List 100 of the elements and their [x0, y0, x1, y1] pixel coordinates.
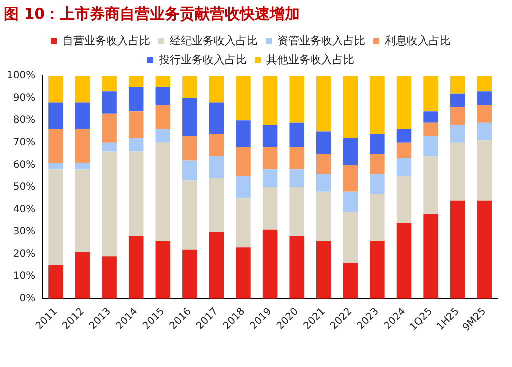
bar — [156, 130, 171, 143]
bar — [75, 170, 90, 252]
bar — [396, 176, 412, 224]
bar — [209, 178, 224, 232]
bar — [102, 92, 117, 114]
bar — [396, 158, 412, 176]
bar — [477, 122, 492, 141]
bar — [290, 236, 304, 299]
bar — [477, 140, 492, 201]
bar — [424, 136, 438, 156]
y-tick-label: 90% — [13, 92, 36, 104]
bar — [424, 214, 438, 299]
bar — [236, 120, 251, 148]
bar — [290, 122, 304, 148]
bar — [343, 76, 358, 138]
bar — [236, 76, 251, 121]
bar — [262, 187, 278, 230]
bar — [290, 147, 304, 170]
bar — [182, 136, 198, 161]
bar — [102, 152, 117, 257]
legend-label: 资管业务收入占比 — [278, 34, 366, 48]
bar — [396, 76, 412, 130]
bar — [450, 125, 466, 143]
bar — [102, 76, 117, 92]
bar — [343, 138, 358, 166]
bar — [316, 192, 332, 241]
y-tick-label: 20% — [13, 248, 36, 260]
legend-label: 利息收入占比 — [385, 34, 451, 48]
y-tick-label: 0% — [20, 294, 36, 305]
bar — [48, 265, 64, 299]
bar — [209, 232, 224, 299]
bar — [370, 76, 385, 134]
bar — [128, 138, 144, 152]
bar — [48, 170, 64, 266]
bar — [75, 162, 90, 170]
bar — [396, 142, 412, 158]
bar — [102, 256, 117, 299]
bar — [450, 142, 466, 201]
y-tick-label: 40% — [13, 204, 36, 216]
bar — [262, 170, 278, 188]
bar — [477, 104, 492, 123]
bar — [343, 212, 358, 264]
bar — [343, 263, 358, 299]
bar — [182, 160, 198, 181]
bar — [370, 240, 385, 299]
bar — [450, 200, 466, 299]
bar — [316, 240, 332, 299]
bar — [209, 76, 224, 103]
bar — [102, 114, 117, 143]
bar — [48, 76, 64, 103]
bar — [477, 76, 492, 92]
bar — [450, 107, 466, 126]
bar — [262, 147, 278, 170]
chart-title: 图 10：上市券商自营业务贡献营收快速增加 — [4, 4, 300, 23]
bar — [48, 162, 64, 170]
bar — [370, 134, 385, 154]
bar — [128, 236, 144, 299]
bar — [128, 152, 144, 236]
bar — [424, 156, 438, 214]
y-tick-label: 50% — [13, 182, 36, 194]
bar — [262, 125, 278, 148]
bar — [424, 112, 438, 123]
bar — [182, 76, 198, 98]
bar — [396, 223, 412, 299]
bar — [156, 87, 171, 105]
bar — [182, 180, 198, 250]
y-tick-label: 60% — [13, 160, 36, 171]
bar — [450, 76, 466, 94]
bar — [477, 92, 492, 105]
bar — [424, 122, 438, 136]
bar — [424, 76, 438, 112]
legend-label: 其他业务收入占比 — [266, 53, 354, 66]
bar — [75, 252, 90, 299]
legend-label: 自营业务收入占比 — [62, 34, 150, 48]
bar — [156, 240, 171, 299]
bar — [370, 174, 385, 194]
bar — [128, 112, 144, 138]
y-tick-label: 100% — [6, 70, 36, 82]
bar — [370, 154, 385, 174]
bar — [48, 102, 64, 130]
bar — [450, 94, 466, 108]
bar — [290, 76, 304, 123]
bar — [182, 250, 198, 299]
bar — [477, 200, 492, 299]
bar — [156, 76, 171, 88]
legend-label: 投行业务收入占比 — [158, 53, 247, 66]
bar — [236, 147, 251, 176]
bar — [290, 187, 304, 236]
y-tick-label: 10% — [13, 271, 36, 282]
bar — [182, 98, 198, 136]
bar — [290, 170, 304, 188]
bar — [75, 102, 90, 130]
y-tick-label: 30% — [13, 226, 36, 238]
bar — [128, 76, 144, 88]
y-tick-label: 70% — [13, 137, 36, 148]
bar — [236, 176, 251, 199]
bar — [316, 132, 332, 154]
bar — [343, 165, 358, 192]
bar — [209, 134, 224, 156]
bar — [75, 130, 90, 163]
